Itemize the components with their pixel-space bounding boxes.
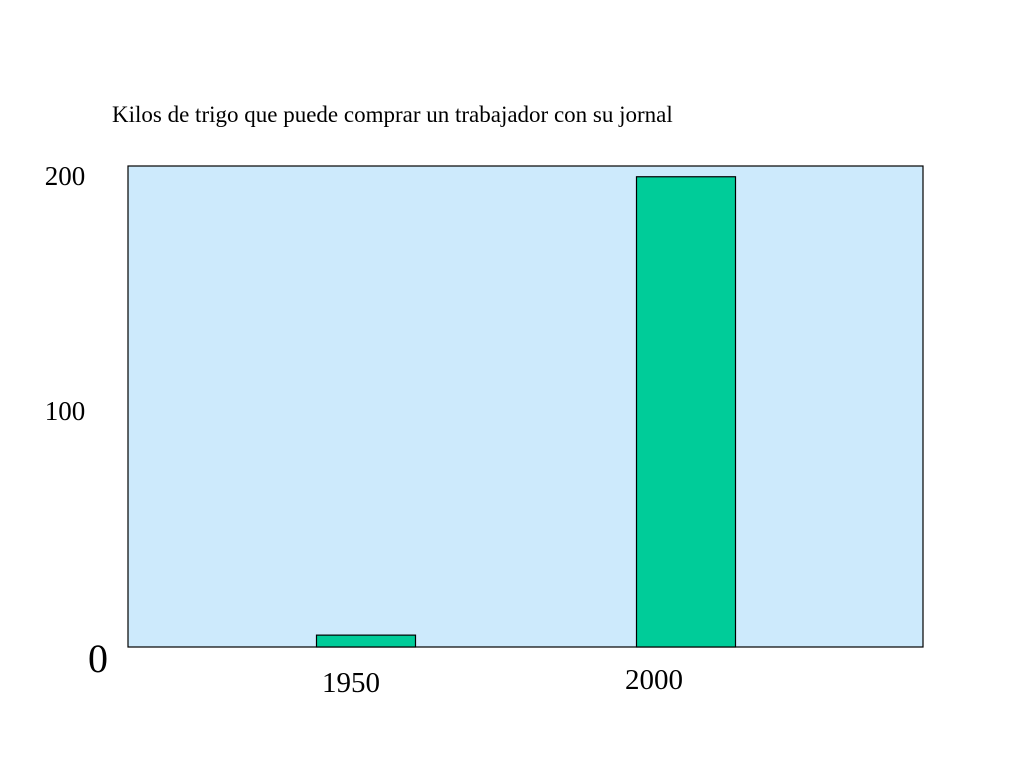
x-axis-tick-labels: 1950 2000 bbox=[322, 664, 683, 699]
bar-1950 bbox=[315, 634, 417, 648]
bar-2000 bbox=[635, 176, 737, 648]
y-axis-tick-labels: 0 100 200 bbox=[45, 161, 108, 681]
bars bbox=[315, 176, 737, 648]
y-tick-label-100: 100 bbox=[45, 396, 86, 426]
chart-title: Kilos de trigo que puede comprar un trab… bbox=[112, 102, 673, 127]
x-tick-label-2000: 2000 bbox=[625, 664, 683, 696]
x-tick-label-1950: 1950 bbox=[322, 667, 380, 699]
y-tick-label-0: 0 bbox=[88, 636, 108, 681]
plot-area bbox=[127, 165, 924, 648]
y-tick-label-200: 200 bbox=[45, 161, 86, 191]
